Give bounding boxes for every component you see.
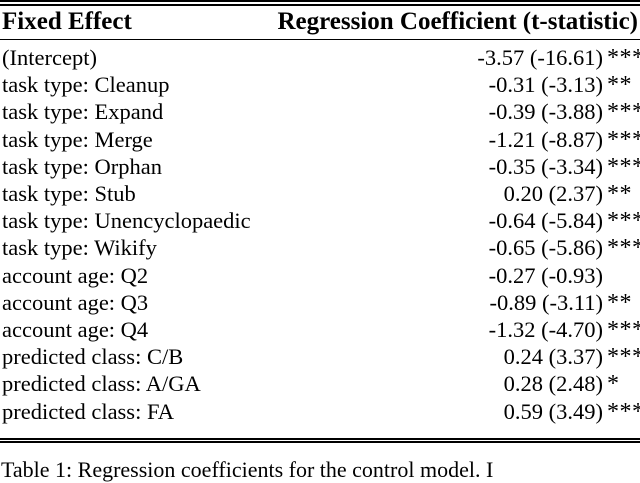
coefficient-value: 0.28 (2.48): [503, 371, 603, 397]
table-row: task type: Unencyclopaedic -0.64 (-5.84) *…: [0, 207, 640, 234]
bottom-rules: [0, 437, 640, 443]
table-row: task type: Expand -0.39 (-3.88)***: [0, 98, 640, 125]
fixed-effect-label: (Intercept): [2, 45, 97, 71]
coefficient-value: -0.39 (-3.88): [488, 99, 603, 125]
coefficient-value: -0.89 (-3.11): [489, 289, 603, 315]
fixed-effect-label: predicted class: FA: [2, 398, 175, 424]
column-header-fixed-effect: Fixed Effect: [2, 7, 132, 35]
fixed-effect-label: task type: Wikify: [2, 235, 157, 261]
coefficient-value: -0.65 (-5.86): [488, 235, 603, 261]
table-row: task type: Stub 0.20 (2.37) **: [0, 180, 640, 207]
fixed-effect-label: task type: Orphan: [2, 153, 162, 179]
coefficient-value: 0.24 (3.37): [503, 344, 603, 370]
regression-table: Fixed Effect Regression Coefficient (t-s…: [0, 0, 640, 443]
table-header-row: Fixed Effect Regression Coefficient (t-s…: [0, 6, 640, 39]
significance-stars: **: [607, 289, 632, 316]
table-row: account age: Q4 -1.32 (-4.70)***: [0, 316, 640, 343]
significance-stars: ***: [607, 398, 640, 425]
top-rule-inner: [0, 3, 640, 6]
table-row: task type: Cleanup -0.31 (-3.13) **: [0, 71, 640, 98]
significance-stars: ***: [607, 99, 640, 126]
significance-stars: **: [607, 72, 632, 99]
coefficient-value: -0.27 (-0.93): [488, 262, 603, 288]
table-row: task type: Merge -1.21 (-8.87)***: [0, 126, 640, 153]
coefficient-value: -1.32 (-4.70): [488, 316, 603, 342]
significance-stars: ***: [607, 235, 640, 262]
bottom-rule-inner: [0, 437, 640, 440]
coefficient-value: -0.64 (-5.84): [488, 208, 603, 234]
significance-stars: ***: [607, 45, 640, 72]
significance-stars: ***: [607, 126, 640, 153]
significance-stars: ***: [607, 208, 640, 235]
table-row: (Intercept) -3.57 (-16.61)***: [0, 44, 640, 71]
fixed-effect-label: predicted class: A/GA: [2, 371, 201, 397]
header-divider-rule: [0, 38, 640, 41]
significance-stars: ***: [607, 316, 640, 343]
fixed-effect-label: account age: Q3: [2, 289, 149, 315]
fixed-effect-label: account age: Q4: [2, 316, 149, 342]
fixed-effect-label: task type: Cleanup: [2, 72, 170, 98]
significance-stars: **: [607, 181, 632, 208]
table-row: task type: Wikify -0.65 (-5.86)***: [0, 234, 640, 261]
table-body: (Intercept)-3.57 (-16.61)***task type: C…: [0, 40, 640, 425]
table-row: account age: Q2 -0.27 (-0.93): [0, 262, 640, 289]
table-row: predicted class: A/GA 0.28 (2.48) *: [0, 370, 640, 397]
coefficient-value: -0.35 (-3.34): [488, 153, 603, 179]
coefficient-value: 0.20 (2.37): [503, 181, 603, 207]
coefficient-value: -0.31 (-3.13): [488, 72, 603, 98]
significance-stars: *: [607, 371, 620, 398]
fixed-effect-label: task type: Merge: [2, 126, 153, 152]
fixed-effect-label: account age: Q2: [2, 262, 149, 288]
column-header-regression-coefficient: Regression Coefficient (t-statistic): [277, 7, 638, 35]
fixed-effect-label: task type: Expand: [2, 99, 164, 125]
table-row: predicted class: FA 0.59 (3.49)***: [0, 398, 640, 425]
fixed-effect-label: predicted class: C/B: [2, 344, 184, 370]
coefficient-value: 0.59 (3.49): [503, 398, 603, 424]
significance-stars: ***: [607, 153, 640, 180]
table-row: predicted class: C/B 0.24 (3.37)***: [0, 343, 640, 370]
table-caption: Table 1: Regression coefficients for the…: [1, 457, 494, 482]
coefficient-value: -3.57 (-16.61): [477, 45, 603, 71]
table-row: account age: Q3 -0.89 (-3.11) **: [0, 289, 640, 316]
coefficient-value: -1.21 (-8.87): [488, 126, 603, 152]
top-rule-outer: [0, 0, 640, 2]
table-row: task type: Orphan -0.35 (-3.34)***: [0, 153, 640, 180]
significance-stars: ***: [607, 344, 640, 371]
fixed-effect-label: task type: Unencyclopaedic: [2, 208, 251, 234]
fixed-effect-label: task type: Stub: [2, 181, 136, 207]
bottom-rule-outer: [0, 440, 640, 443]
